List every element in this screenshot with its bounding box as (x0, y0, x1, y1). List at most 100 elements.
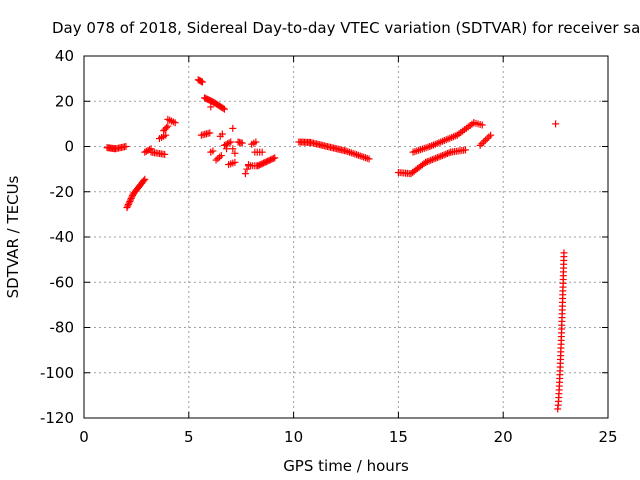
x-tick-label: 15 (389, 428, 408, 446)
data-point (126, 198, 134, 206)
data-point (347, 149, 355, 157)
data-point (164, 122, 172, 130)
data-point (358, 153, 366, 161)
data-point (141, 148, 149, 156)
data-point (356, 152, 364, 160)
data-point (229, 145, 237, 153)
data-point (140, 177, 148, 185)
data-point (126, 196, 134, 204)
data-point (363, 154, 371, 162)
x-tick-label: 0 (79, 428, 89, 446)
data-point (427, 156, 435, 164)
data-point (231, 158, 239, 166)
y-tick-label: -60 (50, 273, 75, 291)
data-point (481, 136, 489, 144)
data-point (220, 105, 228, 113)
data-point (483, 135, 491, 143)
data-point (423, 158, 431, 166)
data-point (223, 145, 231, 153)
x-tick-label: 20 (494, 428, 513, 446)
data-point (344, 148, 352, 156)
axis-ticks: 0 5 10 15 20 25 -120 -100 -80 -60 -40 -20 0 20 40 (40, 47, 618, 446)
data-point (123, 204, 131, 212)
data-point (238, 139, 246, 147)
data-point (128, 193, 136, 201)
data-point (422, 158, 430, 166)
data-point (485, 133, 493, 141)
data-point (443, 150, 451, 158)
data-point (360, 153, 368, 161)
data-point (127, 195, 135, 203)
data-point (168, 117, 176, 125)
y-tick-label: -40 (50, 228, 75, 246)
data-point (171, 119, 179, 127)
data-point (428, 156, 436, 164)
data-point (354, 151, 362, 159)
data-point (353, 151, 361, 159)
data-point (362, 154, 370, 162)
data-point (440, 151, 448, 159)
data-point (219, 104, 227, 112)
data-point (365, 155, 373, 163)
data-point (271, 154, 279, 162)
data-point (142, 147, 150, 155)
data-point (480, 138, 488, 146)
data-point (349, 149, 357, 157)
data-point (252, 138, 260, 146)
data-point (430, 155, 438, 163)
data-point (346, 148, 354, 156)
data-point (225, 139, 233, 147)
data-point (125, 199, 133, 207)
x-axis-label: GPS time / hours (283, 457, 409, 475)
data-point (478, 121, 486, 129)
data-point (229, 124, 237, 132)
data-point (231, 149, 239, 157)
data-point (227, 138, 235, 146)
data-point (224, 140, 232, 148)
data-point (198, 78, 206, 86)
x-tick-label: 5 (184, 428, 194, 446)
y-tick-label: -20 (50, 183, 75, 201)
data-point (437, 152, 445, 160)
data-point (141, 175, 149, 183)
y-tick-label: -80 (50, 319, 75, 337)
y-tick-label: 40 (55, 47, 74, 65)
data-point (432, 154, 440, 162)
data-point (445, 149, 453, 157)
data-point (243, 165, 251, 173)
data-point (425, 157, 433, 165)
data-point (552, 120, 560, 128)
x-tick-label: 25 (598, 428, 617, 446)
data-point (122, 143, 130, 150)
data-point (218, 130, 226, 138)
data-point (442, 150, 450, 158)
data-point (161, 150, 169, 158)
data-point (433, 154, 441, 162)
data-point (241, 170, 249, 178)
data-points (103, 76, 568, 413)
data-point (124, 201, 132, 209)
data-point (461, 146, 469, 154)
y-tick-label: 0 (64, 138, 74, 156)
y-axis-label: SDTVAR / TECUs (4, 175, 22, 298)
data-point (476, 141, 484, 149)
data-point (124, 202, 132, 210)
data-point (162, 124, 170, 132)
data-point (258, 148, 266, 156)
data-point (487, 131, 495, 139)
data-point (269, 154, 277, 162)
data-point (207, 103, 215, 111)
x-tick-label: 10 (284, 428, 303, 446)
data-point (342, 147, 350, 155)
data-point (351, 150, 359, 158)
plot-frame (83, 55, 609, 419)
grid (84, 56, 608, 418)
data-point (217, 152, 225, 160)
data-point (435, 153, 443, 161)
y-tick-label: 20 (55, 92, 74, 110)
chart-title: Day 078 of 2018, Sidereal Day-to-day VTE… (52, 19, 640, 37)
y-tick-label: -100 (40, 364, 74, 382)
y-tick-label: -120 (40, 409, 74, 427)
data-point (560, 249, 568, 257)
